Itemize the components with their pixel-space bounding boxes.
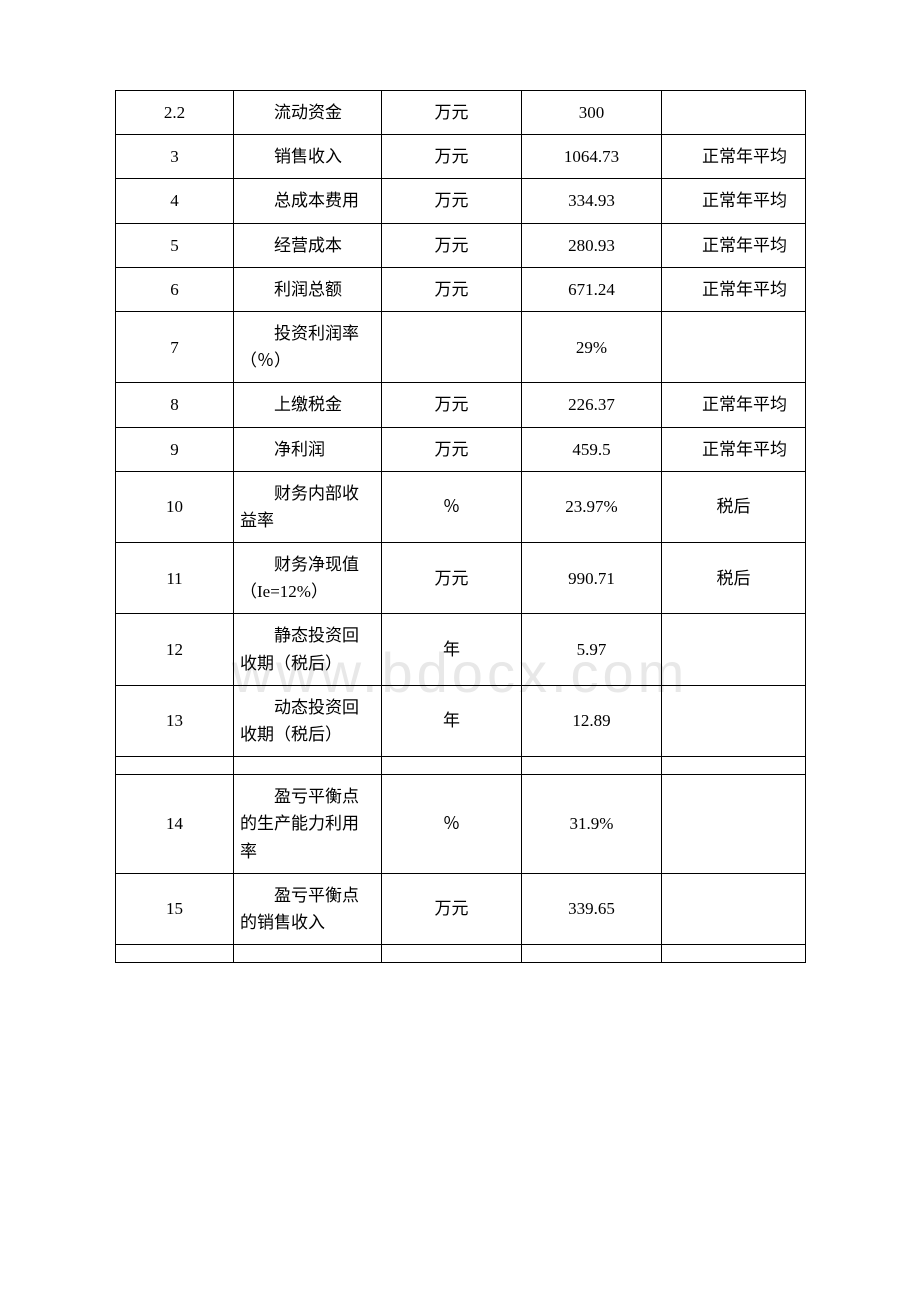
- indicator-name: 盈亏平衡点的生产能力利用率: [234, 775, 382, 874]
- table-row: 15盈亏平衡点的销售收入万元339.65: [116, 873, 806, 944]
- unit: 万元: [382, 427, 522, 471]
- indicator-name: 上缴税金: [234, 383, 382, 427]
- value: 12.89: [522, 685, 662, 756]
- row-number: 14: [116, 775, 234, 874]
- unit: 万元: [382, 267, 522, 311]
- note: 正常年平均: [662, 135, 806, 179]
- row-number: 9: [116, 427, 234, 471]
- value: 671.24: [522, 267, 662, 311]
- spacer-cell: [382, 757, 522, 775]
- spacer-cell: [234, 757, 382, 775]
- unit: [382, 311, 522, 382]
- row-number: 7: [116, 311, 234, 382]
- spacer-cell: [522, 757, 662, 775]
- table-row: 2.2流动资金万元300: [116, 91, 806, 135]
- value: 5.97: [522, 614, 662, 685]
- value: 339.65: [522, 873, 662, 944]
- table-row: [116, 757, 806, 775]
- spacer-cell: [662, 757, 806, 775]
- unit: 年: [382, 614, 522, 685]
- unit: 万元: [382, 383, 522, 427]
- value: 334.93: [522, 179, 662, 223]
- row-number: 4: [116, 179, 234, 223]
- value: 226.37: [522, 383, 662, 427]
- spacer-cell: [116, 945, 234, 963]
- row-number: 12: [116, 614, 234, 685]
- unit: 万元: [382, 91, 522, 135]
- note: 税后: [662, 543, 806, 614]
- table-row: 10财务内部收益率％23.97%税后: [116, 471, 806, 542]
- row-number: 11: [116, 543, 234, 614]
- indicator-name: 动态投资回收期（税后）: [234, 685, 382, 756]
- row-number: 2.2: [116, 91, 234, 135]
- note: 正常年平均: [662, 427, 806, 471]
- unit: ％: [382, 471, 522, 542]
- table-row: 8上缴税金万元226.37正常年平均: [116, 383, 806, 427]
- table-row: 14盈亏平衡点的生产能力利用率％31.9%: [116, 775, 806, 874]
- row-number: 13: [116, 685, 234, 756]
- note: [662, 311, 806, 382]
- row-number: 6: [116, 267, 234, 311]
- note: 税后: [662, 471, 806, 542]
- spacer-cell: [522, 945, 662, 963]
- value: 23.97%: [522, 471, 662, 542]
- table-row: 3销售收入万元1064.73正常年平均: [116, 135, 806, 179]
- table-row: 9净利润万元459.5正常年平均: [116, 427, 806, 471]
- note: [662, 614, 806, 685]
- note: [662, 91, 806, 135]
- indicator-name: 利润总额: [234, 267, 382, 311]
- indicator-name: 净利润: [234, 427, 382, 471]
- indicator-name: 盈亏平衡点的销售收入: [234, 873, 382, 944]
- spacer-cell: [234, 945, 382, 963]
- unit: 万元: [382, 179, 522, 223]
- unit: 万元: [382, 223, 522, 267]
- indicator-name: 流动资金: [234, 91, 382, 135]
- row-number: 10: [116, 471, 234, 542]
- indicator-name: 财务净现值（Ie=12%）: [234, 543, 382, 614]
- table-row: 13动态投资回收期（税后）年12.89: [116, 685, 806, 756]
- indicator-name: 投资利润率（％）: [234, 311, 382, 382]
- indicator-name: 静态投资回收期（税后）: [234, 614, 382, 685]
- indicator-name: 经营成本: [234, 223, 382, 267]
- unit: 万元: [382, 135, 522, 179]
- note: 正常年平均: [662, 383, 806, 427]
- financial-indicators-table: 2.2流动资金万元3003销售收入万元1064.73正常年平均4总成本费用万元3…: [115, 90, 806, 963]
- value: 31.9%: [522, 775, 662, 874]
- table-row: [116, 945, 806, 963]
- indicator-name: 总成本费用: [234, 179, 382, 223]
- indicator-name: 财务内部收益率: [234, 471, 382, 542]
- note: 正常年平均: [662, 179, 806, 223]
- unit: ％: [382, 775, 522, 874]
- unit: 万元: [382, 543, 522, 614]
- value: 29%: [522, 311, 662, 382]
- value: 1064.73: [522, 135, 662, 179]
- table-row: 12静态投资回收期（税后）年5.97: [116, 614, 806, 685]
- row-number: 5: [116, 223, 234, 267]
- spacer-cell: [662, 945, 806, 963]
- spacer-cell: [116, 757, 234, 775]
- value: 990.71: [522, 543, 662, 614]
- row-number: 15: [116, 873, 234, 944]
- unit: 万元: [382, 873, 522, 944]
- unit: 年: [382, 685, 522, 756]
- table-row: 6利润总额万元671.24正常年平均: [116, 267, 806, 311]
- row-number: 3: [116, 135, 234, 179]
- note: [662, 775, 806, 874]
- value: 300: [522, 91, 662, 135]
- indicator-name: 销售收入: [234, 135, 382, 179]
- value: 280.93: [522, 223, 662, 267]
- table-row: 4总成本费用万元334.93正常年平均: [116, 179, 806, 223]
- note: 正常年平均: [662, 223, 806, 267]
- note: [662, 873, 806, 944]
- table-row: 7投资利润率（％） 29%: [116, 311, 806, 382]
- table-row: 11财务净现值（Ie=12%）万元990.71税后: [116, 543, 806, 614]
- note: 正常年平均: [662, 267, 806, 311]
- note: [662, 685, 806, 756]
- table-row: 5经营成本万元280.93正常年平均: [116, 223, 806, 267]
- spacer-cell: [382, 945, 522, 963]
- row-number: 8: [116, 383, 234, 427]
- value: 459.5: [522, 427, 662, 471]
